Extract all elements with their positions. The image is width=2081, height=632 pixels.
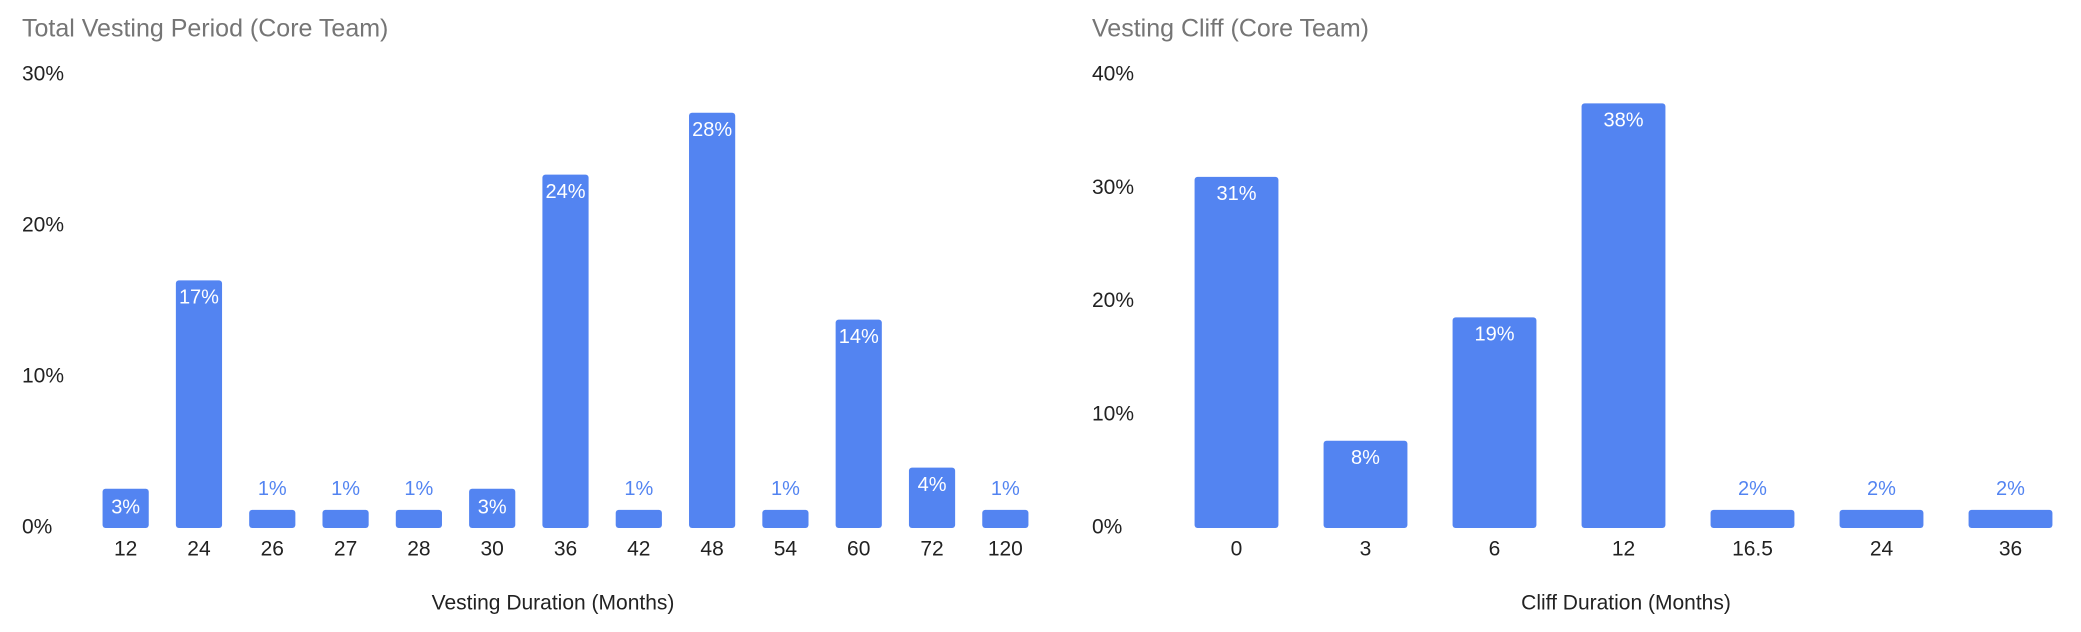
x-tick-label: 12 — [114, 538, 137, 561]
value-label: 1% — [258, 478, 287, 500]
bar — [469, 488, 516, 528]
value-label: 1% — [991, 478, 1020, 500]
y-tick-label: 0% — [1092, 516, 1122, 539]
bar — [1581, 103, 1666, 528]
x-tick-label: 30 — [481, 538, 504, 561]
x-tick-label: 24 — [1870, 538, 1894, 561]
value-label: 4% — [918, 474, 947, 496]
value-label: 1% — [771, 478, 800, 500]
value-label: 38% — [1603, 110, 1643, 132]
x-tick-label: 3 — [1360, 538, 1372, 561]
x-axis-title: Vesting Duration (Months) — [432, 592, 675, 615]
x-tick-label: 0 — [1231, 538, 1243, 561]
bar — [1194, 176, 1279, 529]
value-label: 8% — [1351, 447, 1380, 469]
bar — [1839, 509, 1924, 528]
x-tick-label: 48 — [700, 538, 723, 561]
value-label: 17% — [179, 287, 219, 309]
x-tick-label: 12 — [1612, 538, 1635, 561]
x-tick-label: 6 — [1489, 538, 1501, 561]
bar — [1452, 317, 1537, 528]
y-tick-label: 10% — [22, 365, 64, 388]
x-tick-label: 54 — [774, 538, 798, 561]
value-label: 1% — [331, 478, 360, 500]
value-label: 2% — [1996, 478, 2025, 500]
y-tick-label: 0% — [22, 516, 52, 539]
y-tick-label: 20% — [1092, 289, 1134, 312]
x-tick-label: 36 — [554, 538, 577, 561]
value-label: 1% — [624, 478, 653, 500]
y-tick-label: 30% — [22, 63, 64, 86]
value-label: 14% — [839, 326, 879, 348]
value-label: 28% — [692, 119, 732, 141]
bar — [175, 280, 223, 528]
x-tick-label: 60 — [847, 538, 870, 561]
chart-title: Total Vesting Period (Core Team) — [22, 15, 388, 43]
x-tick-label: 28 — [407, 538, 430, 561]
chart-title: Vesting Cliff (Core Team) — [1092, 15, 1369, 43]
value-label: 3% — [478, 497, 507, 519]
value-label: 24% — [545, 181, 585, 203]
value-label: 1% — [404, 478, 433, 500]
value-label: 3% — [111, 497, 140, 519]
bar — [542, 174, 589, 528]
bar — [102, 488, 149, 528]
value-label: 31% — [1216, 183, 1256, 205]
x-tick-label: 26 — [261, 538, 284, 561]
y-tick-label: 20% — [22, 214, 64, 237]
bar — [395, 509, 442, 528]
x-axis-title: Cliff Duration (Months) — [1521, 592, 1731, 615]
x-tick-label: 42 — [627, 538, 650, 561]
bar — [615, 509, 662, 528]
x-tick-label: 120 — [988, 538, 1023, 561]
y-tick-label: 30% — [1092, 176, 1134, 199]
x-tick-label: 16.5 — [1732, 538, 1773, 561]
x-tick-label: 36 — [1999, 538, 2022, 561]
value-label: 2% — [1738, 478, 1767, 500]
bar — [322, 509, 369, 528]
bar — [249, 509, 296, 528]
bar — [835, 319, 882, 528]
x-tick-label: 27 — [334, 538, 357, 561]
bar — [1968, 509, 2053, 528]
value-label: 19% — [1474, 324, 1514, 346]
bar — [689, 112, 736, 528]
y-tick-label: 10% — [1092, 402, 1134, 425]
bar — [1323, 440, 1408, 528]
y-tick-label: 40% — [1092, 63, 1134, 86]
bar — [908, 467, 956, 528]
value-label: 2% — [1867, 478, 1896, 500]
x-tick-label: 72 — [920, 538, 943, 561]
bar — [762, 509, 809, 528]
x-tick-label: 24 — [187, 538, 211, 561]
bar — [982, 509, 1029, 528]
bar — [1710, 509, 1795, 528]
